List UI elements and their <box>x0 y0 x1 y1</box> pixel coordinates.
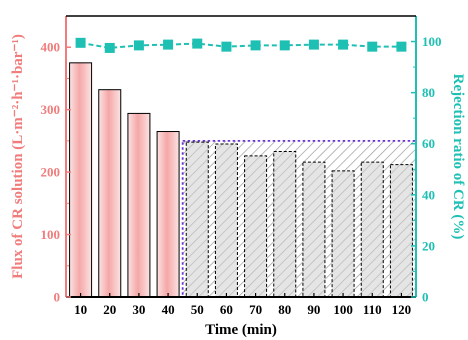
bar-90 <box>302 161 326 298</box>
x-tick-label-20: 20 <box>103 302 116 317</box>
left-tick-label-200: 200 <box>41 165 61 180</box>
rejection-point-90 <box>308 39 319 50</box>
bar-20 <box>98 89 122 298</box>
x-tick-label-30: 30 <box>132 302 145 317</box>
rejection-point-10 <box>75 37 86 48</box>
rejection-point-30 <box>133 40 144 51</box>
right-axis-title: Rejection ratio of CR (%) <box>450 74 466 240</box>
right-tick-label-60: 60 <box>422 136 435 151</box>
rejection-line <box>80 41 402 49</box>
x-tick-label-40: 40 <box>162 302 175 317</box>
left-tick-label-100: 100 <box>41 227 61 242</box>
right-tick-label-40: 40 <box>422 187 435 202</box>
right-tick-label-0: 0 <box>422 290 429 305</box>
rejection-point-70 <box>250 40 261 51</box>
bar-10 <box>69 62 93 298</box>
rejection-point-40 <box>163 39 174 50</box>
bar-50 <box>185 141 209 298</box>
bar-70 <box>244 155 268 298</box>
bar-40 <box>156 131 180 298</box>
bar-120 <box>389 164 413 298</box>
left-tick-label-300: 300 <box>41 102 61 117</box>
rejection-point-50 <box>192 38 203 49</box>
x-axis-title: Time (min) <box>205 322 277 338</box>
bar-30 <box>127 112 151 298</box>
x-tick-label-10: 10 <box>74 302 87 317</box>
bar-100 <box>331 170 355 298</box>
bar-80 <box>273 151 297 298</box>
rejection-point-100 <box>338 39 349 50</box>
rejection-point-60 <box>221 41 232 52</box>
rejection-point-20 <box>104 42 115 53</box>
x-tick-label-50: 50 <box>191 302 204 317</box>
right-tick-label-100: 100 <box>422 34 442 49</box>
x-tick-label-80: 80 <box>278 302 291 317</box>
left-axis-title: Flux of CR solution (L·m⁻²·h⁻¹·bar⁻¹) <box>10 34 26 279</box>
x-tick-label-100: 100 <box>333 302 353 317</box>
right-tick-label-20: 20 <box>422 238 435 253</box>
left-tick-label-400: 400 <box>41 40 61 55</box>
x-tick-label-60: 60 <box>220 302 233 317</box>
left-tick-label-0: 0 <box>54 290 61 305</box>
rejection-point-120 <box>396 41 407 52</box>
x-tick-label-110: 110 <box>363 302 382 317</box>
x-tick-label-120: 120 <box>392 302 412 317</box>
x-tick-label-90: 90 <box>307 302 320 317</box>
rejection-point-110 <box>367 41 378 52</box>
x-tick-label-70: 70 <box>249 302 262 317</box>
right-tick-label-80: 80 <box>422 85 435 100</box>
rejection-point-80 <box>279 40 290 51</box>
bar-60 <box>214 143 238 298</box>
bar-110 <box>360 161 384 298</box>
